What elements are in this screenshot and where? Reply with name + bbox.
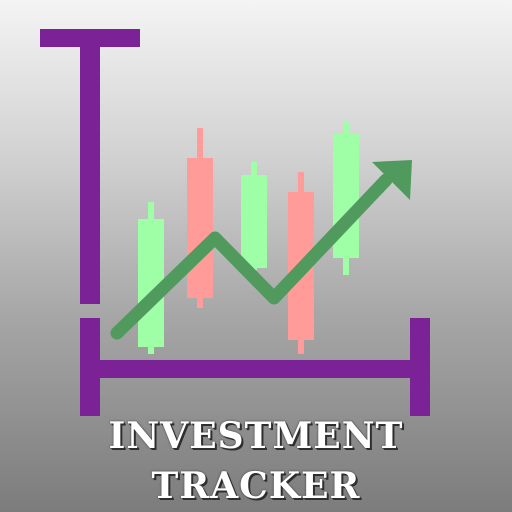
title-line-2: TRACKER (151, 465, 361, 507)
axis-vertical-upper (80, 29, 100, 304)
trend-arrowhead (372, 160, 412, 200)
axis-right-cap (410, 318, 430, 416)
axis-horizontal (80, 360, 430, 378)
candle-down (187, 128, 213, 308)
title-line-1: INVESTMENT (108, 415, 404, 457)
candle-up (241, 162, 267, 270)
trend-arrow-icon (110, 160, 412, 340)
candle-up (333, 121, 359, 275)
candle-body (241, 175, 267, 268)
chart-axes-icon (40, 29, 430, 416)
trend-line (110, 173, 393, 340)
candle-body (187, 158, 213, 298)
candle-up (138, 202, 164, 354)
